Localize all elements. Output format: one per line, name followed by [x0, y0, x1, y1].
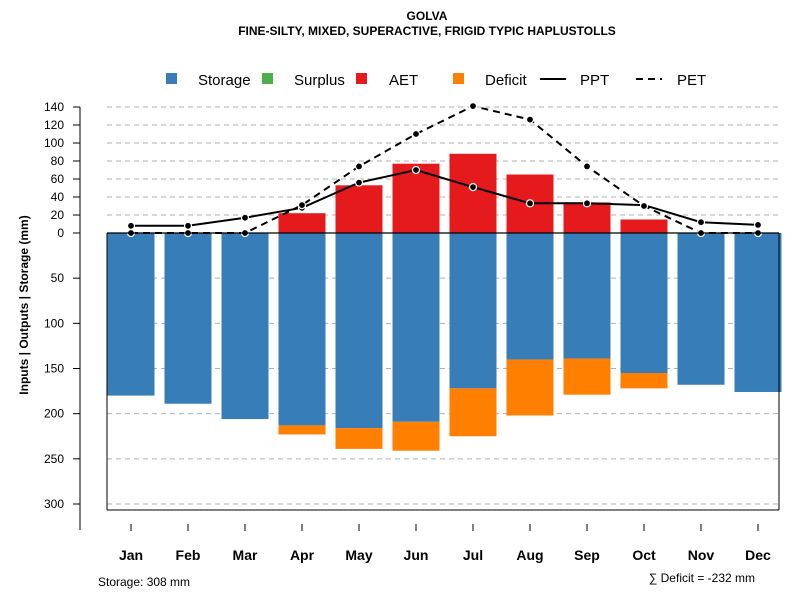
- legend-label: AET: [389, 72, 418, 89]
- deficit-bar: [506, 359, 554, 416]
- x-tick-label: Jul: [463, 547, 483, 563]
- y-tick-label: 100: [44, 136, 64, 150]
- deficit-bar: [392, 421, 440, 451]
- chart-title: GOLVA: [407, 9, 448, 23]
- ppt-point: [126, 221, 136, 230]
- y-tick-label: 150: [44, 362, 64, 376]
- storage-bar: [449, 233, 497, 389]
- deficit-bar: [563, 358, 611, 395]
- aet-bar: [335, 185, 383, 233]
- pet-point: [354, 162, 364, 171]
- y-tick-label: 300: [44, 497, 64, 511]
- x-tick-label: Jan: [119, 547, 143, 563]
- deficit-bar: [278, 425, 326, 435]
- y-tick-label: 80: [51, 154, 65, 168]
- lines: [126, 101, 763, 238]
- pet-point: [468, 101, 478, 111]
- ppt-point: [468, 183, 478, 192]
- ppt-point: [183, 221, 193, 230]
- deficit-bar: [335, 428, 383, 449]
- x-tick-label: Jun: [404, 547, 429, 563]
- storage-bar: [335, 233, 383, 429]
- ppt-point: [696, 218, 706, 227]
- storage-bar: [164, 233, 212, 404]
- deficit-footer: ∑ Deficit = -232 mm: [649, 571, 755, 585]
- grid-lines: [107, 106, 779, 505]
- storage-bar: [107, 233, 155, 396]
- legend-label: PET: [677, 72, 706, 89]
- legend-swatch: [453, 73, 464, 84]
- pet-point: [582, 162, 592, 171]
- ppt-point: [582, 199, 592, 208]
- x-tick-label: Sep: [574, 547, 600, 563]
- storage-bar: [677, 233, 725, 385]
- y-tick-label: 0: [57, 226, 64, 240]
- storage-bar: [392, 233, 440, 422]
- y-tick-label: 50: [51, 271, 65, 285]
- storage-bar: [221, 233, 269, 420]
- pet-point: [297, 201, 307, 210]
- ppt-point: [411, 165, 421, 175]
- aet-bar: [449, 153, 497, 233]
- bars: [107, 153, 782, 451]
- storage-bar: [278, 233, 326, 426]
- x-tick-label: Aug: [516, 547, 543, 563]
- y-tick-label: 60: [51, 172, 65, 186]
- legend-label: PPT: [580, 72, 609, 89]
- deficit-bar: [620, 373, 668, 389]
- y-tick-label: 40: [51, 190, 65, 204]
- storage-footer: Storage: 308 mm: [98, 575, 190, 589]
- x-tick-label: Apr: [290, 547, 315, 563]
- ppt-point: [354, 178, 364, 187]
- y-tick-label: 20: [51, 208, 65, 222]
- y-tick-label: 120: [44, 118, 64, 132]
- ppt-point: [525, 199, 535, 208]
- legend-label: Surplus: [294, 72, 345, 89]
- storage-bar: [734, 233, 782, 392]
- y-tick-label: 200: [44, 407, 64, 421]
- storage-bar: [563, 233, 611, 359]
- legend: Storage Surplus AET Deficit PPT PET: [166, 72, 706, 89]
- aet-bar: [620, 219, 668, 233]
- ppt-point: [240, 213, 250, 222]
- deficit-bar: [449, 388, 497, 437]
- x-tick-label: Nov: [688, 547, 715, 563]
- legend-swatch: [262, 73, 273, 84]
- x-tick-label: Oct: [632, 547, 656, 563]
- legend-label: Storage: [198, 72, 251, 89]
- pet-point: [411, 129, 421, 139]
- ppt-line: [131, 168, 759, 227]
- storage-bar: [620, 233, 668, 374]
- legend-swatch: [356, 73, 367, 84]
- x-tick-label: Feb: [176, 547, 201, 563]
- legend-swatch: [166, 73, 177, 84]
- y-axis-label: Inputs | Outputs | Storage (mm): [17, 215, 31, 394]
- pet-point: [639, 201, 649, 211]
- pet-point: [525, 115, 535, 124]
- x-tick-label: May: [345, 547, 372, 563]
- aet-bar: [278, 213, 326, 233]
- y-tick-label: 100: [44, 316, 64, 330]
- y-tick-label: 140: [44, 100, 64, 114]
- x-tick-label: Mar: [233, 547, 258, 563]
- storage-bar: [506, 233, 554, 360]
- legend-label: Deficit: [485, 72, 528, 89]
- ppt-point: [753, 220, 763, 229]
- aet-bar: [563, 202, 611, 233]
- y-tick-label: 250: [44, 452, 64, 466]
- chart-subtitle: FINE-SILTY, MIXED, SUPERACTIVE, FRIGID T…: [238, 24, 616, 38]
- x-tick-label: Dec: [745, 547, 771, 563]
